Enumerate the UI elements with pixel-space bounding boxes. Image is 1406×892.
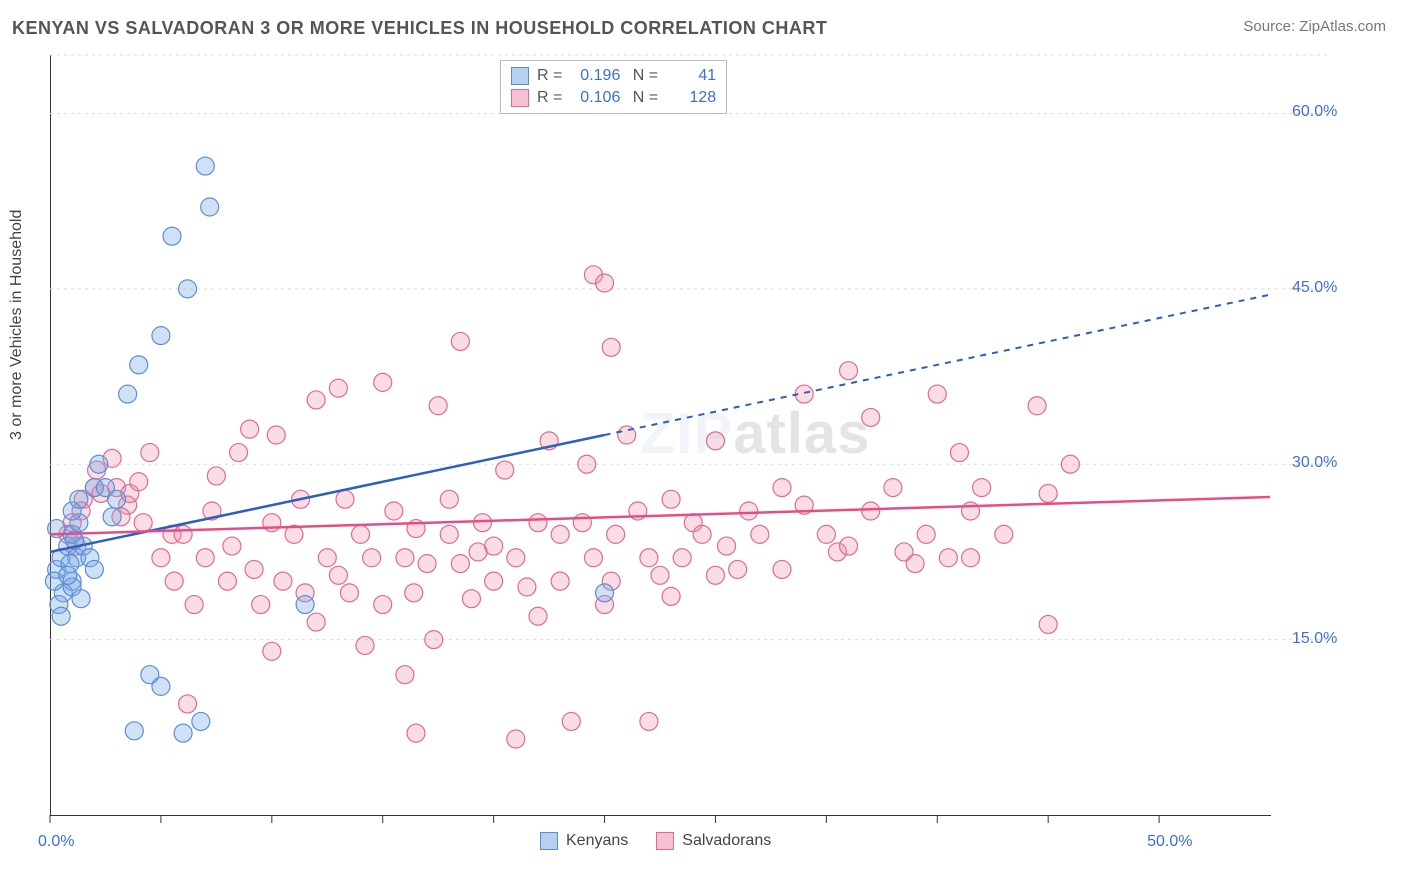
stat-n-kenyans: 41 [666, 65, 716, 87]
legend-item-salvadorans: Salvadorans [656, 832, 771, 850]
x-tick-label: 0.0% [38, 833, 74, 851]
y-tick-label: 60.0% [1292, 103, 1337, 121]
stats-row-salvadorans: R = 0.106 N = 128 [511, 87, 716, 109]
stat-r-label: R = [537, 65, 562, 87]
chart-container: { "title": "KENYAN VS SALVADORAN 3 OR MO… [0, 0, 1406, 892]
source-label: Source: [1243, 18, 1299, 35]
series-legend: Kenyans Salvadorans [540, 832, 771, 850]
source-link[interactable]: ZipAtlas.com [1299, 18, 1386, 35]
legend-label-kenyans: Kenyans [566, 832, 628, 849]
legend-item-kenyans: Kenyans [540, 832, 628, 850]
stats-legend-box: R = 0.196 N = 41 R = 0.106 N = 128 [500, 60, 727, 114]
y-axis-label: 3 or more Vehicles in Household [8, 210, 26, 440]
source-attribution: Source: ZipAtlas.com [1243, 18, 1386, 35]
stat-r-kenyans: 0.196 [570, 65, 620, 87]
stat-n-label: N = [628, 87, 658, 109]
chart-title: KENYAN VS SALVADORAN 3 OR MORE VEHICLES … [12, 18, 827, 39]
stat-n-salvadorans: 128 [666, 87, 716, 109]
x-tick-label: 50.0% [1147, 833, 1192, 851]
stat-n-label: N = [628, 65, 658, 87]
stats-row-kenyans: R = 0.196 N = 41 [511, 65, 716, 87]
legend-swatch-salvadorans-icon [656, 832, 674, 850]
stat-r-label: R = [537, 87, 562, 109]
stat-r-salvadorans: 0.106 [570, 87, 620, 109]
scatter-plot [50, 55, 1270, 815]
swatch-salvadorans-icon [511, 89, 529, 107]
y-tick-label: 45.0% [1292, 279, 1337, 297]
y-tick-label: 30.0% [1292, 454, 1337, 472]
swatch-kenyans-icon [511, 67, 529, 85]
y-tick-label: 15.0% [1292, 630, 1337, 648]
legend-swatch-kenyans-icon [540, 832, 558, 850]
legend-label-salvadorans: Salvadorans [682, 832, 771, 849]
